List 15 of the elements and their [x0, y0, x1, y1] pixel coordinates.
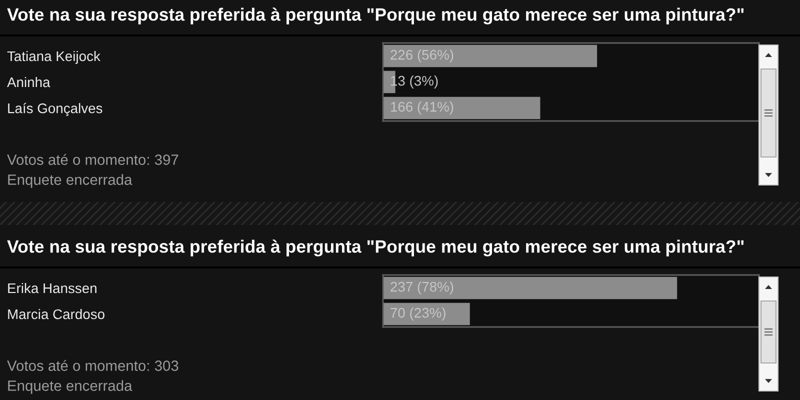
y-tick-label: Marcia Cardoso	[8, 308, 104, 320]
data-label: 226 (56%)	[390, 50, 454, 62]
data-label: 70 (23%)	[390, 308, 446, 320]
text: Enquete encerrada	[8, 380, 132, 394]
data-label: 237 (78%)	[390, 282, 454, 294]
y-tick-label: Tatiana Keijock	[7, 50, 100, 64]
text: Enquete encerrada	[8, 174, 132, 188]
y-tick-label: Erika Hanssen	[8, 282, 96, 294]
y-tick-label: Laís Gonçalves	[8, 102, 102, 116]
y-tick-label: Aninha	[7, 76, 50, 88]
text: Votos até o momento: 303	[7, 360, 178, 371]
chart-title: Vote na sua resposta preferida à pergunta "Porque meu gato merece ser uma pintura?"	[7, 8, 744, 24]
chart-title: Vote na sua resposta preferida à pergunta "Porque meu gato merece ser uma pintura?"	[7, 240, 744, 256]
data-label: 166 (41%)	[391, 102, 454, 114]
text: Votos até o momento: 397	[7, 154, 178, 165]
